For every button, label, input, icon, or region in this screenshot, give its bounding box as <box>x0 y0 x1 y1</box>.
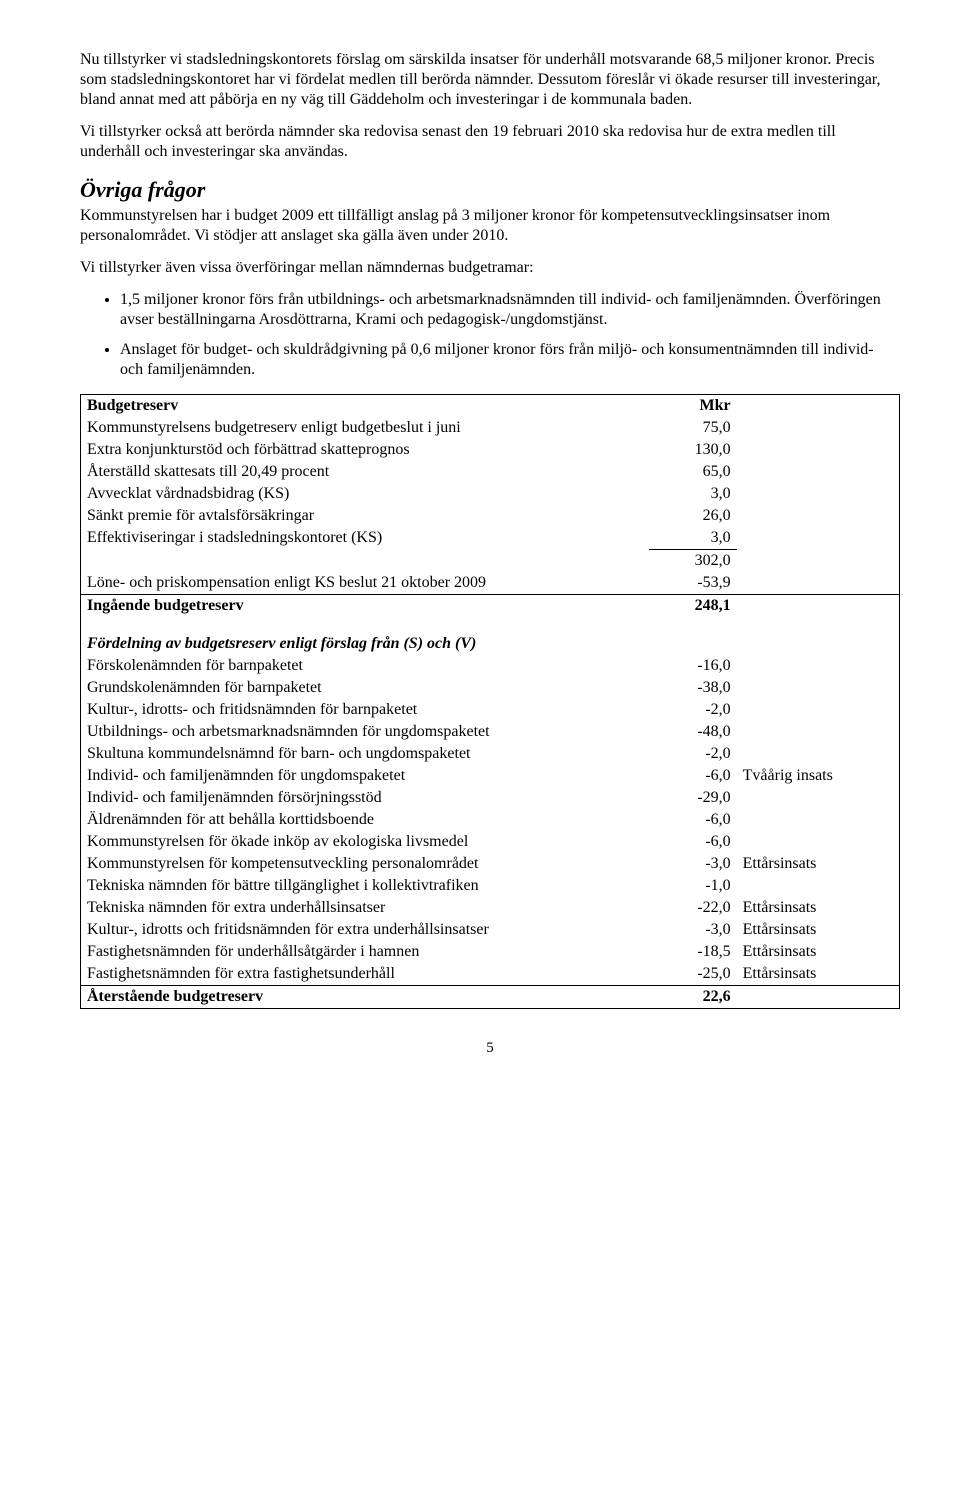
bullet-item: 1,5 miljoner kronor förs från utbildning… <box>120 290 900 330</box>
row-label: Kultur-, idrotts och fritidsnämnden för … <box>81 919 650 941</box>
row-note <box>737 699 900 721</box>
table-header-note <box>737 394 900 417</box>
row-value: 3,0 <box>649 527 737 550</box>
row-value: 26,0 <box>649 505 737 527</box>
row-note <box>737 809 900 831</box>
row-label: Kommunstyrelsen för ökade inköp av ekolo… <box>81 831 650 853</box>
budget-table: Budgetreserv Mkr Kommunstyrelsens budget… <box>80 394 900 1009</box>
row-note <box>737 743 900 765</box>
paragraph-1: Nu tillstyrker vi stadsledningskontorets… <box>80 50 900 110</box>
paragraph-4: Vi tillstyrker även vissa överföringar m… <box>80 258 900 278</box>
row-note: Ettårsinsats <box>737 853 900 875</box>
row-value: -18,5 <box>649 941 737 963</box>
row-label: Sänkt premie för avtalsförsäkringar <box>81 505 650 527</box>
row-label: Löne- och priskompensation enligt KS bes… <box>81 572 650 595</box>
row-value: -6,0 <box>649 765 737 787</box>
row-note: Ettårsinsats <box>737 941 900 963</box>
row-label: Tekniska nämnden för bättre tillgängligh… <box>81 875 650 897</box>
ater-value: 22,6 <box>649 985 737 1008</box>
row-value: -48,0 <box>649 721 737 743</box>
paragraph-2: Vi tillstyrker också att berörda nämnder… <box>80 122 900 162</box>
subtotal-label <box>81 549 650 572</box>
row-value: -29,0 <box>649 787 737 809</box>
row-note <box>737 677 900 699</box>
row-value: -2,0 <box>649 743 737 765</box>
row-note <box>737 831 900 853</box>
row-note <box>737 655 900 677</box>
row-label: Kultur-, idrotts- och fritidsnämnden för… <box>81 699 650 721</box>
ingaende-label: Ingående budgetreserv <box>81 594 650 617</box>
row-value: -3,0 <box>649 853 737 875</box>
row-value: -3,0 <box>649 919 737 941</box>
table-header-unit: Mkr <box>649 394 737 417</box>
bullet-list: 1,5 miljoner kronor förs från utbildning… <box>80 290 900 380</box>
row-label: Utbildnings- och arbetsmarknadsnämnden f… <box>81 721 650 743</box>
row-label: Tekniska nämnden för extra underhållsins… <box>81 897 650 919</box>
row-value: -53,9 <box>649 572 737 595</box>
row-value: -2,0 <box>649 699 737 721</box>
row-value: 65,0 <box>649 461 737 483</box>
row-label: Avvecklat vårdnadsbidrag (KS) <box>81 483 650 505</box>
row-label: Fastighetsnämnden för underhållsåtgärder… <box>81 941 650 963</box>
row-label: Kommunstyrelsens budgetreserv enligt bud… <box>81 417 650 439</box>
ingaende-value: 248,1 <box>649 594 737 617</box>
row-value: -1,0 <box>649 875 737 897</box>
bullet-item: Anslaget för budget- och skuldrådgivning… <box>120 340 900 380</box>
row-label: Grundskolenämnden för barnpaketet <box>81 677 650 699</box>
row-note: Ettårsinsats <box>737 963 900 986</box>
row-value: 3,0 <box>649 483 737 505</box>
row-label: Förskolenämnden för barnpaketet <box>81 655 650 677</box>
row-label: Fastighetsnämnden för extra fastighetsun… <box>81 963 650 986</box>
ater-label: Återstående budgetreserv <box>81 985 650 1008</box>
row-label: Återställd skattesats till 20,49 procent <box>81 461 650 483</box>
section2-header: Fördelning av budgetsreserv enligt försl… <box>81 633 737 655</box>
row-label: Skultuna kommundelsnämnd för barn- och u… <box>81 743 650 765</box>
subtotal-value: 302,0 <box>649 549 737 572</box>
page-number: 5 <box>80 1039 900 1058</box>
row-note: Ettårsinsats <box>737 919 900 941</box>
row-label: Individ- och familjenämnden för ungdomsp… <box>81 765 650 787</box>
row-value: -16,0 <box>649 655 737 677</box>
row-value: 75,0 <box>649 417 737 439</box>
row-note <box>737 875 900 897</box>
row-note: Ettårsinsats <box>737 897 900 919</box>
row-note <box>737 721 900 743</box>
row-note: Tvåårig insats <box>737 765 900 787</box>
row-value: -38,0 <box>649 677 737 699</box>
row-value: -22,0 <box>649 897 737 919</box>
section-heading: Övriga frågor <box>80 176 900 204</box>
row-value: 130,0 <box>649 439 737 461</box>
row-note <box>737 787 900 809</box>
paragraph-3: Kommunstyrelsen har i budget 2009 ett ti… <box>80 206 900 246</box>
row-value: -6,0 <box>649 831 737 853</box>
row-label: Äldrenämnden för att behålla korttidsboe… <box>81 809 650 831</box>
row-label: Extra konjunkturstöd och förbättrad skat… <box>81 439 650 461</box>
row-value: -25,0 <box>649 963 737 986</box>
row-label: Individ- och familjenämnden försörjnings… <box>81 787 650 809</box>
table-header-label: Budgetreserv <box>81 394 650 417</box>
row-label: Kommunstyrelsen för kompetensutveckling … <box>81 853 650 875</box>
row-value: -6,0 <box>649 809 737 831</box>
row-label: Effektiviseringar i stadsledningskontore… <box>81 527 650 550</box>
